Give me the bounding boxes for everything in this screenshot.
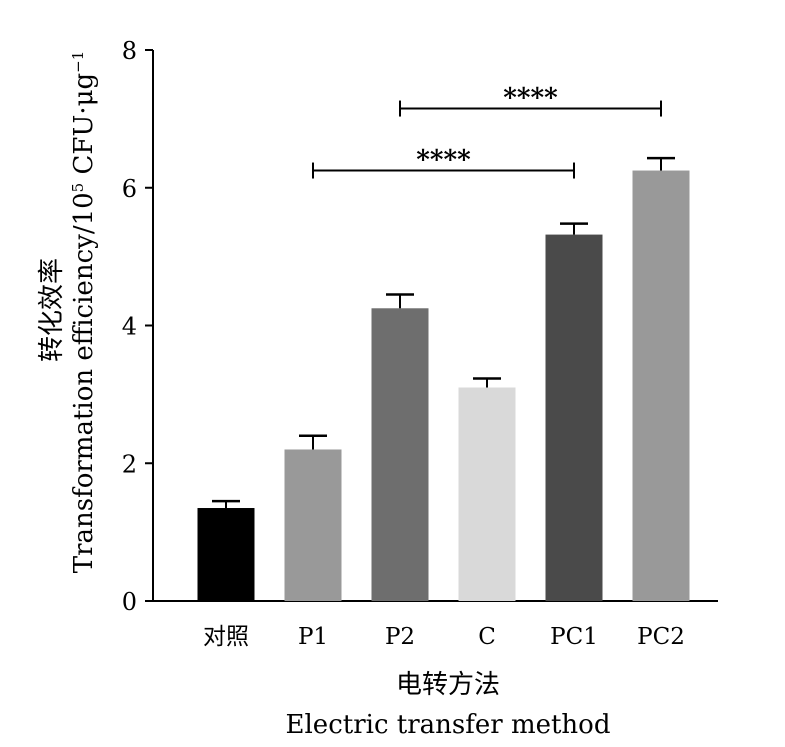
y-axis-label-unit: CFU·μg xyxy=(69,73,99,183)
y-tick-label: 8 xyxy=(122,37,137,65)
y-tick-label: 6 xyxy=(122,175,137,203)
x-tick-labels: 对照 P1 P2 C PC1 PC2 xyxy=(203,624,685,650)
y-axis-label-main: Transformation efficiency/10 xyxy=(69,192,99,573)
significance-label: **** xyxy=(416,146,471,176)
y-axis-label-unit-sup: −1 xyxy=(69,51,87,73)
y-axis-label-sup: 5 xyxy=(69,183,87,193)
y-tick-label: 2 xyxy=(122,450,137,478)
bar xyxy=(545,234,603,601)
x-tick-label: 对照 xyxy=(203,624,249,650)
y-tick-label: 0 xyxy=(122,588,137,616)
significance-brackets: **** **** xyxy=(312,84,662,179)
y-axis-label-en: Transformation efficiency/105 CFU·μg−1 xyxy=(69,51,99,574)
y-ticks: 0 2 4 6 8 xyxy=(122,37,153,616)
x-axis-label-en: Electric transfer method xyxy=(286,710,611,740)
bars xyxy=(197,170,690,601)
significance-label: **** xyxy=(503,84,558,114)
bar xyxy=(371,308,429,601)
x-tick-label: C xyxy=(478,624,496,650)
bar xyxy=(197,508,255,601)
bar xyxy=(458,387,516,601)
y-tick-label: 4 xyxy=(122,313,137,341)
x-tick-label: P1 xyxy=(298,624,328,650)
error-bars xyxy=(212,156,675,509)
bar xyxy=(632,170,690,601)
bar xyxy=(284,449,342,601)
x-axis-label-zh: 电转方法 xyxy=(396,670,500,700)
y-axis-label-zh: 转化效率 xyxy=(37,258,67,362)
x-tick-label: PC2 xyxy=(637,624,685,650)
x-tick-label: PC1 xyxy=(550,624,598,650)
x-tick-label: P2 xyxy=(385,624,415,650)
